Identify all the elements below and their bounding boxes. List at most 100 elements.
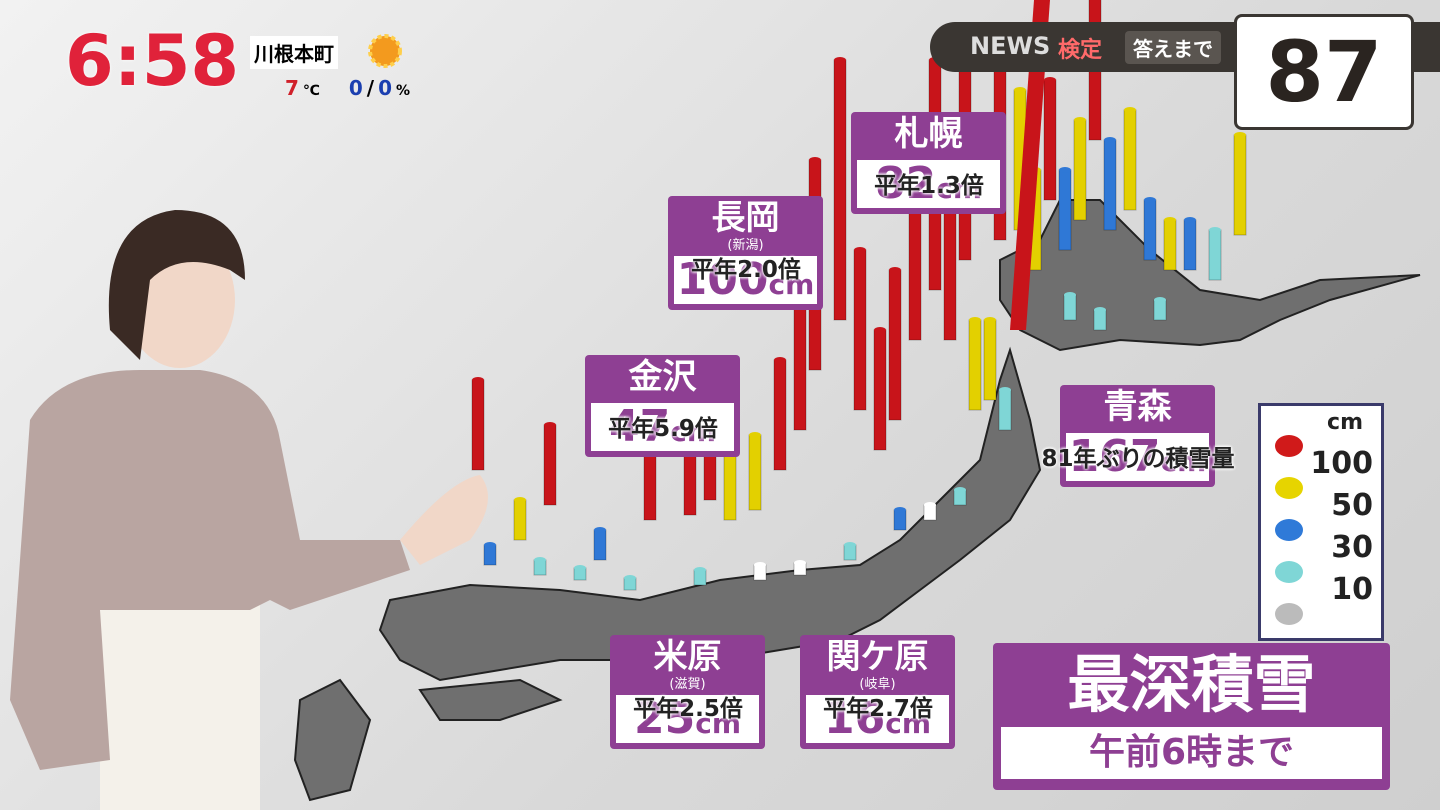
station-box: 金沢 47cm xyxy=(585,355,740,457)
legend-level: 100 xyxy=(1310,446,1373,481)
snow-bar-cap xyxy=(1124,107,1136,113)
legend-unit: cm xyxy=(1327,410,1363,435)
temperature: 7 xyxy=(285,76,303,100)
snow-bar-cap xyxy=(774,357,786,363)
station-note: 平年2.0倍 xyxy=(691,257,801,283)
snow-bar xyxy=(1073,119,1087,221)
depth-box: 47cm xyxy=(591,403,734,451)
station-box: 札幌 82cm xyxy=(851,112,1006,214)
snow-bar-cap xyxy=(1154,297,1166,303)
snow-bar-cap xyxy=(1014,87,1026,93)
station-name: 金沢 xyxy=(628,357,697,397)
legend-level: 50 xyxy=(1331,488,1373,523)
depth-value: 100 xyxy=(676,254,769,305)
depth-unit: cm xyxy=(695,707,741,740)
snow-bar-cap xyxy=(514,497,526,503)
title: 最深積雪 xyxy=(1067,648,1316,721)
snow-bar-cap xyxy=(889,267,901,273)
depth-unit: cm xyxy=(885,707,931,740)
snow-bar xyxy=(983,319,997,401)
snow-bar-cap xyxy=(544,422,556,428)
snow-bar xyxy=(748,434,762,511)
legend-level: 10 xyxy=(1331,572,1373,607)
countdown: 87 xyxy=(1234,14,1414,130)
aomori-bar xyxy=(1010,0,1050,330)
depth-unit: cm xyxy=(1160,445,1207,478)
snow-bar xyxy=(1233,134,1247,236)
snow-bar-cap xyxy=(809,157,821,163)
clock: 6:58 xyxy=(65,20,240,102)
snow-bar-cap xyxy=(844,542,856,548)
snow-bar-cap xyxy=(1094,307,1106,313)
snow-bar-cap xyxy=(472,377,484,383)
shikoku xyxy=(418,678,563,721)
snow-bar xyxy=(998,389,1012,431)
swatch-group xyxy=(1275,435,1303,625)
station-note: 81年ぶりの積雪量 xyxy=(1041,446,1235,472)
snow-bar-cap xyxy=(574,565,586,571)
station-note: 平年2.5倍 xyxy=(633,696,743,722)
snow-bar xyxy=(1163,219,1177,271)
snow-bar-cap xyxy=(1234,132,1246,138)
snow-bar xyxy=(1043,79,1057,201)
depth-value: 167 xyxy=(1068,431,1161,482)
snow-bar xyxy=(471,379,485,471)
snow-bar-cap xyxy=(1184,217,1196,223)
snow-bar-cap xyxy=(1104,137,1116,143)
station-box: 青森 167cm xyxy=(1060,385,1215,487)
snow-bar-cap xyxy=(984,317,996,323)
snow-bar-cap xyxy=(854,247,866,253)
snow-bar xyxy=(1183,219,1197,271)
precip-sep: / xyxy=(366,76,379,100)
depth-box: 25cm xyxy=(616,695,759,743)
depth-value: 82 xyxy=(874,158,937,209)
sun-icon xyxy=(368,34,402,68)
snow-bar-cap xyxy=(534,557,546,563)
snow-bar-cap xyxy=(924,502,936,508)
snow-bar-cap xyxy=(834,57,846,63)
snow-bar xyxy=(873,329,887,451)
honshu xyxy=(378,346,1042,702)
snow-bar-cap xyxy=(794,560,806,566)
depth-value: 25 xyxy=(633,693,696,744)
kyushu xyxy=(293,678,372,802)
snow-bar-cap xyxy=(874,327,886,333)
station-name: 長岡 xyxy=(711,198,780,238)
quiz-brand-suffix: 検定 xyxy=(1058,38,1103,63)
snow-bar xyxy=(1058,169,1072,251)
snow-bar-cap xyxy=(1074,117,1086,123)
snow-bar-cap xyxy=(999,387,1011,393)
station-name: 青森 xyxy=(1103,387,1172,427)
snow-bar xyxy=(968,319,982,411)
depth-box: 82cm xyxy=(857,160,1000,208)
precip-am: 0 xyxy=(348,76,367,100)
snow-bar-cap xyxy=(954,487,966,493)
depth-box: 16cm xyxy=(806,695,949,743)
snow-bar-cap xyxy=(694,567,706,573)
snow-bar-cap xyxy=(1164,217,1176,223)
snow-bar-cap xyxy=(1209,227,1221,233)
legend: cm 100 50 30 10 xyxy=(1258,403,1384,641)
depth-unit: cm xyxy=(670,415,716,448)
precip-unit: % xyxy=(396,83,415,99)
snow-bar xyxy=(1123,109,1137,211)
snow-bar xyxy=(1208,229,1222,281)
snow-bar xyxy=(643,449,657,521)
precip-pm: 0 xyxy=(378,76,396,100)
title-box: 最深積雪 午前6時まで xyxy=(993,643,1390,790)
snow-bar xyxy=(723,449,737,521)
snow-bar xyxy=(1103,139,1117,231)
weather-row: 7℃ 0/0% xyxy=(285,76,414,100)
snow-bar-cap xyxy=(624,575,636,581)
snow-bar-cap xyxy=(754,562,766,568)
snow-bar xyxy=(593,529,607,561)
legend-swatches xyxy=(1275,435,1303,625)
presenter xyxy=(10,210,488,810)
snow-bar-cap xyxy=(969,317,981,323)
station-box: 長岡 (新潟) 100cm xyxy=(668,196,823,310)
legend-level: 30 xyxy=(1331,530,1373,565)
countdown-label: 答えまで xyxy=(1125,31,1221,64)
snow-bar-cap xyxy=(1059,167,1071,173)
snow-bar xyxy=(513,499,527,541)
